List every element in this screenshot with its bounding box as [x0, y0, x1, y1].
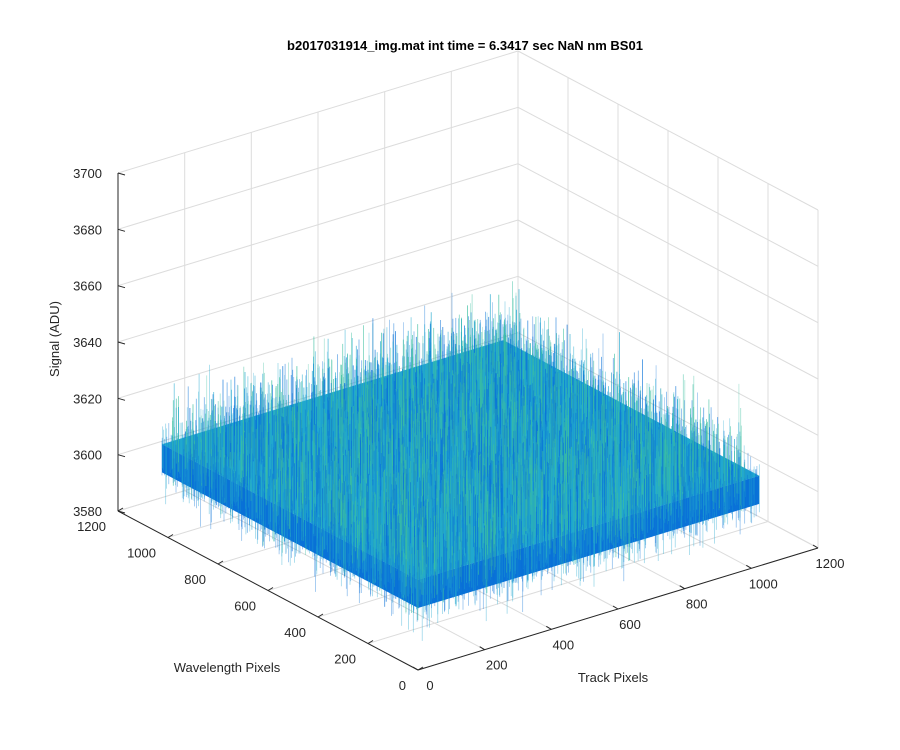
- grid-line: [517, 50, 819, 211]
- surface-mesh: [161, 281, 760, 641]
- grid-line: [117, 219, 519, 343]
- grid-line: [517, 106, 819, 267]
- grid-line: [367, 521, 769, 644]
- grid-line: [517, 163, 819, 324]
- grid-line: [517, 219, 819, 380]
- grid-line: [117, 275, 519, 399]
- grid-line: [517, 275, 819, 436]
- grid-line: [117, 50, 519, 174]
- grid-line: [117, 163, 519, 287]
- grid-line: [117, 106, 519, 230]
